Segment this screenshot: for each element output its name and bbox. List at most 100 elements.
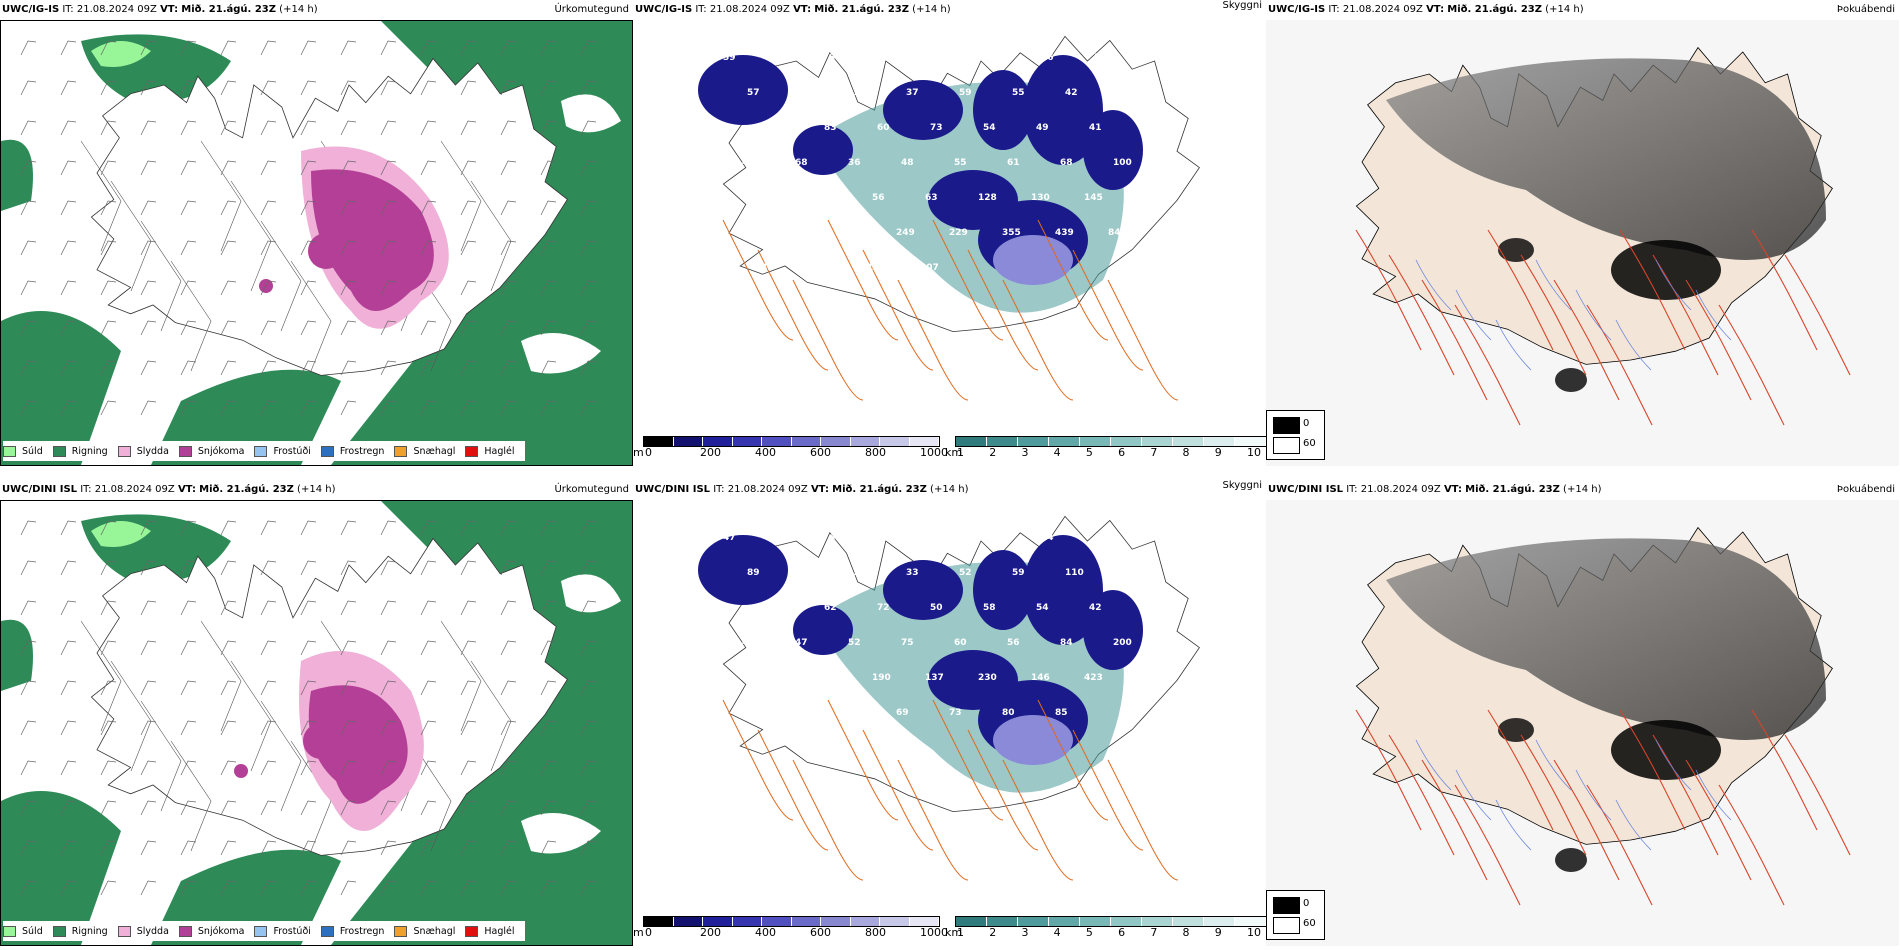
visibility-colorbar: km 1 2 3 4 5 6 7 8 9 10 [945, 916, 1266, 942]
ceiling-value-label: 79 [1118, 568, 1131, 578]
legend-swatch [117, 445, 131, 457]
visibility-panel-bottom: UWC/DINI ISL IT: 21.08.2024 09Z VT: Mið.… [633, 480, 1266, 946]
fog-legend-bottom: 0 60 [1266, 890, 1325, 940]
panel-title: Skyggni [1222, 0, 1262, 11]
colorbar-strip [955, 916, 1266, 927]
legend-swatch [254, 925, 268, 937]
colorbar-tick: 10 [1247, 926, 1261, 939]
colorbar-tick: 7 [1150, 926, 1158, 939]
ceiling-value-label: 56 [1007, 638, 1020, 648]
legend-label: Snæhagl [413, 445, 456, 457]
ceiling-value-label: 49 [1036, 123, 1049, 133]
ceiling-value-label: 37 [906, 88, 919, 98]
colorbar-tick: 600 [810, 926, 831, 939]
ceiling-value-label: 439 [1055, 228, 1074, 238]
visibility-panel-top: UWC/IG-IS IT: 21.08.2024 09Z VT: Mið. 21… [633, 0, 1266, 466]
ceiling-value-label: 84 [1060, 638, 1073, 648]
legend-label: Snjókoma [197, 925, 245, 937]
ceiling-value-label: 59 [723, 53, 736, 63]
ceiling-value-label: 54 [1036, 603, 1049, 613]
colorbar-tick: 2 [989, 926, 997, 939]
ceiling-value-label: 144 [843, 228, 862, 238]
panel-header: UWC/DINI ISL IT: 21.08.2024 09Z VT: Mið.… [0, 480, 633, 500]
colorbar-tick: 4 [1053, 926, 1061, 939]
ceiling-value-label: 39 [853, 568, 866, 578]
ceiling-value-label: 146 [1031, 673, 1050, 683]
legend-swatch [465, 925, 479, 937]
legend-label: Snæhagl [413, 925, 456, 937]
legend-label: Rigning [71, 445, 108, 457]
ceiling-value-label: 38 [1094, 53, 1107, 63]
ceiling-value-label: 110 [1065, 568, 1084, 578]
colorbar-tick: 8 [1182, 926, 1190, 939]
colorbar-tick: 400 [755, 926, 776, 939]
ceiling-value-label: 62 [824, 603, 837, 613]
colorbar-tick: 3 [1021, 926, 1029, 939]
fog-panel-bottom: UWC/DINI ISL IT: 21.08.2024 09Z VT: Mið.… [1266, 480, 1899, 946]
ceiling-value-label: 355 [1002, 228, 1021, 238]
colorbar-unit: km [945, 446, 963, 459]
ceiling-value-label: 60 [800, 568, 813, 578]
ceiling-value-label: 47 [795, 638, 808, 648]
panel-header: UWC/IG-IS IT: 21.08.2024 09Z VT: Mið. 21… [1266, 0, 1899, 20]
ceiling-value-label: 52 [959, 568, 972, 578]
panel-header: UWC/IG-IS IT: 21.08.2024 09Z VT: Mið. 21… [0, 0, 633, 20]
legend-label: Frostúði [273, 445, 311, 457]
precip-legend: Súld Rigning Slydda Snjókoma Frostúði Frostre… [3, 441, 525, 461]
ceiling-value-label: 46 [1041, 53, 1054, 63]
legend-swatch [52, 925, 66, 937]
ceiling-value-label: 46 [742, 158, 755, 168]
ceiling-value-label: 145 [1084, 193, 1103, 203]
ceiling-value-label: 59 [1012, 568, 1025, 578]
colorbar-tick: 1 [957, 926, 964, 939]
ceiling-value-label: 72 [877, 603, 890, 613]
ceiling-value-label: 107 [920, 263, 939, 273]
colorbar-tick: 2 [989, 446, 997, 459]
ceiling-value-label: 59 [959, 88, 972, 98]
ceiling-value-label: 58 [935, 53, 948, 63]
legend-label: Frostúði [273, 925, 311, 937]
ceiling-value-label: 73 [949, 708, 962, 718]
ceiling-value-label: 130 [1031, 193, 1050, 203]
ceiling-value-label: 36 [776, 533, 789, 543]
ceiling-value-label: 137 [925, 673, 944, 683]
ceiling-value-label: 128 [978, 193, 997, 203]
legend-swatch [178, 445, 192, 457]
precip-type-panel-top: UWC/IG-IS IT: 21.08.2024 09Z VT: Mið. 21… [0, 0, 633, 466]
legend-item-snjókoma: Snjókoma [178, 925, 245, 937]
ceiling-value-label: 49 [988, 533, 1001, 543]
fog-map [1266, 500, 1899, 946]
ceiling-value-label: 73 [930, 123, 943, 133]
ceiling-value-label: 200 [1113, 638, 1132, 648]
colorbar-strip [643, 916, 940, 927]
legend-item-haglél: Haglél [465, 925, 515, 937]
ceiling-value-label: 63 [1118, 88, 1131, 98]
colorbar-tick: 9 [1214, 926, 1222, 939]
colorbar-tick: 200 [700, 926, 721, 939]
ceiling-value-label: 69 [896, 708, 909, 718]
ceiling-value-label: 230 [814, 263, 833, 273]
ceiling-value-label: 89 [747, 568, 760, 578]
colorbar-tick: 10 [1247, 446, 1261, 459]
colorbar-unit: m [633, 926, 644, 939]
legend-item-snæhagl: Snæhagl [394, 445, 456, 457]
ceiling-value-label: 33 [829, 53, 842, 63]
legend-item-slydda: Slydda [117, 925, 169, 937]
ceiling-value-label: 45 [882, 53, 895, 63]
legend-item-frostregn: Frostregn [320, 925, 384, 937]
ceiling-visibility-map: 47 36 43 42 71 49 74 69 89 60 39 33 52 59 110 79 40 62 72 5… [633, 500, 1266, 946]
ceiling-value-label: 42 [882, 533, 895, 543]
ceiling-value-label: 42 [1065, 88, 1078, 98]
ceiling-value-label: 50 [930, 603, 943, 613]
panel-header: UWC/DINI ISL IT: 21.08.2024 09Z VT: Mið.… [1266, 480, 1899, 500]
ceiling-value-label: 41 [1089, 123, 1102, 133]
colorbar-unit: m [633, 446, 644, 459]
legend-item-snæhagl: Snæhagl [394, 925, 456, 937]
colorbar-tick: 200 [700, 446, 721, 459]
panel-title: Skyggni [1222, 480, 1262, 491]
precip-map: Súld Rigning Slydda Snjókoma Frostúði Frostre… [0, 500, 633, 946]
ceiling-value-label: 36 [848, 158, 861, 168]
ceiling-value-label: 33 [906, 568, 919, 578]
ceiling-value-label: 56 [872, 193, 885, 203]
ceiling-value-label: 249 [896, 228, 915, 238]
